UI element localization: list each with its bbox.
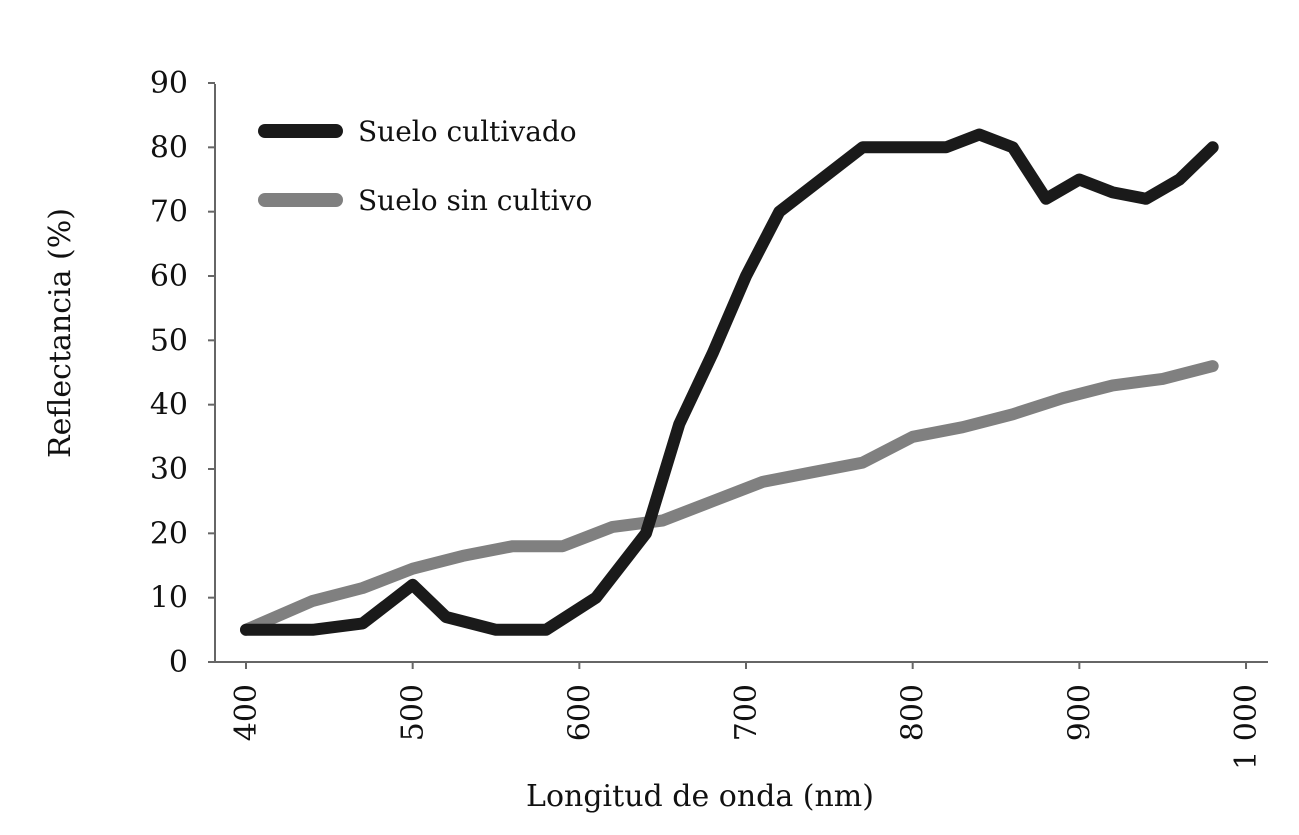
y-tick-label: 70 <box>150 195 188 230</box>
legend-label-suelo-cultivado: Suelo cultivado <box>358 115 577 148</box>
y-ticks: 0 10 20 30 40 50 60 70 80 90 <box>150 66 215 680</box>
x-tick-label: 600 <box>562 684 597 741</box>
x-tick-label: 500 <box>396 684 431 741</box>
y-tick-label: 40 <box>150 388 188 423</box>
x-axis-title: Longitud de onda (nm) <box>526 779 874 814</box>
y-tick-label: 80 <box>150 130 188 165</box>
legend-label-suelo-sin-cultivo: Suelo sin cultivo <box>358 184 592 217</box>
axes <box>208 84 1268 663</box>
y-tick-label: 50 <box>150 323 188 358</box>
x-tick-label: 400 <box>229 684 264 741</box>
x-tick-label: 900 <box>1062 684 1097 741</box>
y-tick-label: 60 <box>150 259 188 294</box>
x-tick-label: 1 000 <box>1229 684 1264 770</box>
y-tick-label: 0 <box>169 645 188 680</box>
legend: Suelo cultivado Suelo sin cultivo <box>258 115 592 217</box>
y-tick-label: 20 <box>150 516 188 551</box>
series-line-suelo-cultivado <box>240 128 1219 636</box>
y-axis-title: Reflectancia (%) <box>43 208 78 458</box>
x-tick-label: 700 <box>729 684 764 741</box>
series-line-suelo-sin-cultivo <box>240 360 1219 636</box>
series-lines <box>240 128 1219 636</box>
y-tick-label: 10 <box>150 581 188 616</box>
x-tick-label: 800 <box>896 684 931 741</box>
y-tick-label: 90 <box>150 66 188 101</box>
y-tick-label: 30 <box>150 452 188 487</box>
x-ticks: 400 500 600 700 800 900 1 000 <box>229 662 1264 770</box>
